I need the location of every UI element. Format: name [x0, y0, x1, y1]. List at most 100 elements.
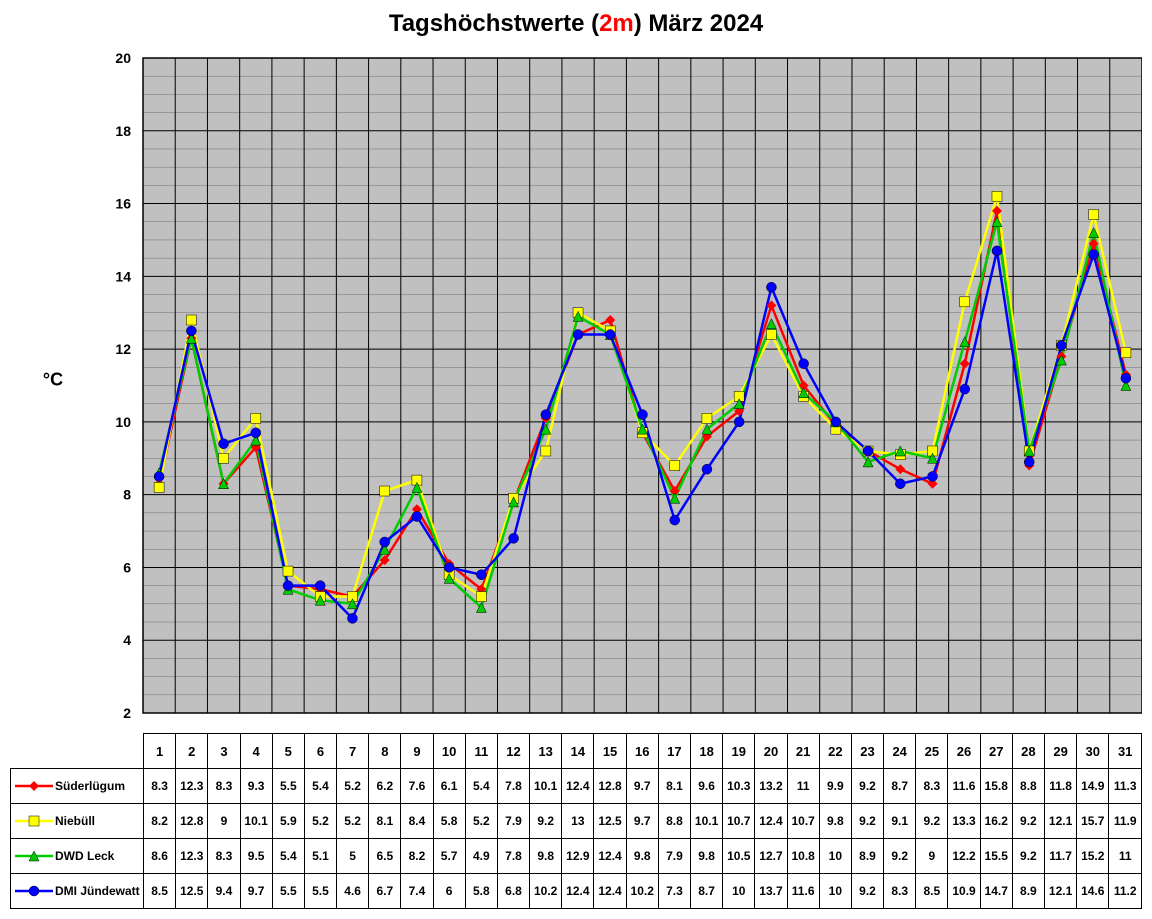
svg-text:6: 6: [123, 559, 131, 575]
x-category: 17: [658, 734, 690, 769]
data-cell: 13.7: [755, 874, 787, 909]
data-cell: 7.9: [497, 804, 529, 839]
data-cell: 8.5: [916, 874, 948, 909]
data-cell: 10: [819, 839, 851, 874]
data-cell: 10.8: [787, 839, 819, 874]
data-cell: 10.3: [723, 769, 755, 804]
data-cell: 11.7: [1044, 839, 1076, 874]
data-cell: 5.4: [272, 839, 304, 874]
x-category: 18: [691, 734, 723, 769]
data-cell: 12.4: [594, 874, 626, 909]
svg-text:12: 12: [115, 341, 131, 357]
data-cell: 8.8: [1012, 769, 1044, 804]
x-category: 19: [723, 734, 755, 769]
data-cell: 9.2: [1012, 839, 1044, 874]
data-cell: 5.8: [433, 804, 465, 839]
data-cell: 11.6: [948, 769, 980, 804]
data-cell: 14.7: [980, 874, 1012, 909]
data-cell: 9.2: [851, 804, 883, 839]
data-cell: 12.1: [1044, 874, 1076, 909]
data-cell: 9.8: [530, 839, 562, 874]
data-cell: 5.2: [304, 804, 336, 839]
data-cell: 5.2: [465, 804, 497, 839]
data-cell: 15.8: [980, 769, 1012, 804]
x-category: 5: [272, 734, 304, 769]
data-cell: 12.4: [594, 839, 626, 874]
legend-item: Süderlügum: [11, 769, 144, 804]
data-cell: 8.3: [208, 839, 240, 874]
x-category: 12: [497, 734, 529, 769]
data-cell: 11.8: [1044, 769, 1076, 804]
data-cell: 5.2: [337, 769, 369, 804]
legend-item: DMI Jündewatt: [11, 874, 144, 909]
x-category: 31: [1109, 734, 1142, 769]
data-cell: 12.2: [948, 839, 980, 874]
data-cell: 15.7: [1077, 804, 1109, 839]
data-cell: 6.7: [369, 874, 401, 909]
data-cell: 11: [787, 769, 819, 804]
data-cell: 12.3: [176, 839, 208, 874]
data-cell: 8.9: [851, 839, 883, 874]
data-cell: 10.7: [787, 804, 819, 839]
data-cell: 6.5: [369, 839, 401, 874]
data-cell: 8.8: [658, 804, 690, 839]
data-cell: 12.5: [594, 804, 626, 839]
data-cell: 9.2: [851, 874, 883, 909]
data-cell: 9: [916, 839, 948, 874]
data-cell: 9.4: [208, 874, 240, 909]
data-cell: 8.3: [143, 769, 175, 804]
data-cell: 12.4: [562, 769, 594, 804]
data-cell: 8.7: [884, 769, 916, 804]
data-cell: 8.4: [401, 804, 433, 839]
data-cell: 12.4: [562, 874, 594, 909]
data-cell: 7.9: [658, 839, 690, 874]
svg-text:10: 10: [115, 414, 131, 430]
data-cell: 9.8: [626, 839, 658, 874]
data-cell: 5.5: [304, 874, 336, 909]
data-cell: 9.1: [884, 804, 916, 839]
x-category: 2: [176, 734, 208, 769]
data-cell: 12.9: [562, 839, 594, 874]
data-cell: 10: [723, 874, 755, 909]
data-cell: 13: [562, 804, 594, 839]
svg-text:14: 14: [115, 268, 131, 284]
data-cell: 11: [1109, 839, 1142, 874]
data-cell: 11.3: [1109, 769, 1142, 804]
data-cell: 8.3: [916, 769, 948, 804]
data-cell: 7.3: [658, 874, 690, 909]
svg-text:°C: °C: [43, 370, 63, 390]
data-cell: 14.6: [1077, 874, 1109, 909]
x-category: 3: [208, 734, 240, 769]
data-cell: 9.8: [691, 839, 723, 874]
data-cell: 13.3: [948, 804, 980, 839]
data-cell: 9.5: [240, 839, 272, 874]
data-cell: 9.2: [884, 839, 916, 874]
data-cell: 5.9: [272, 804, 304, 839]
x-category: 23: [851, 734, 883, 769]
x-category: 22: [819, 734, 851, 769]
x-category: 10: [433, 734, 465, 769]
data-cell: 8.9: [1012, 874, 1044, 909]
data-cell: 9.7: [626, 769, 658, 804]
x-category: 8: [369, 734, 401, 769]
data-cell: 9.7: [626, 804, 658, 839]
chart-title: Tagshöchstwerte (2m) März 2024: [10, 10, 1142, 38]
data-cell: 5.7: [433, 839, 465, 874]
data-cell: 8.3: [208, 769, 240, 804]
data-cell: 10.5: [723, 839, 755, 874]
data-cell: 12.8: [176, 804, 208, 839]
data-cell: 10.1: [240, 804, 272, 839]
data-cell: 10.2: [626, 874, 658, 909]
data-cell: 9: [208, 804, 240, 839]
x-category: 30: [1077, 734, 1109, 769]
data-cell: 11.6: [787, 874, 819, 909]
data-cell: 12.8: [594, 769, 626, 804]
data-cell: 13.2: [755, 769, 787, 804]
x-category: 16: [626, 734, 658, 769]
x-category: 11: [465, 734, 497, 769]
data-cell: 15.2: [1077, 839, 1109, 874]
data-cell: 8.1: [369, 804, 401, 839]
data-cell: 15.5: [980, 839, 1012, 874]
data-cell: 5.5: [272, 769, 304, 804]
data-cell: 6: [433, 874, 465, 909]
